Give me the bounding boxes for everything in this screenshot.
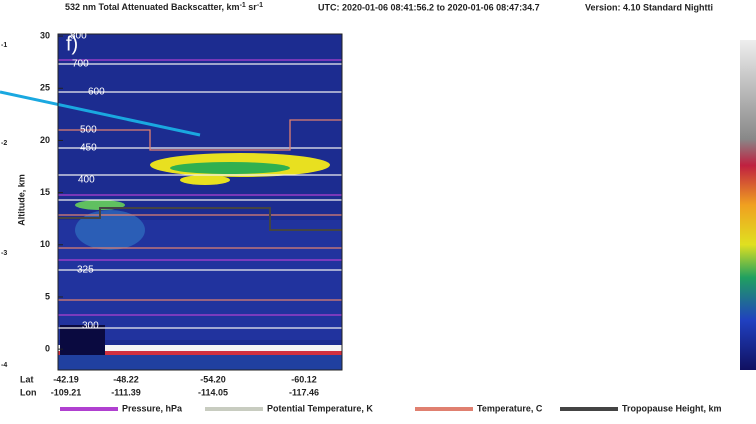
title-part: sr bbox=[246, 2, 258, 12]
utc: UTC: 2020-01-06 08:41:56.2 to 2020-01-06… bbox=[318, 2, 540, 12]
legend-label: Potential Temperature, K bbox=[267, 403, 373, 413]
contour-label: 300 bbox=[82, 321, 99, 332]
y-axis-label: Altitude, km bbox=[16, 174, 26, 226]
contour-label: 700 bbox=[72, 59, 89, 70]
title-part: 532 nm Total Attenuated Backscatter, km bbox=[65, 2, 240, 12]
legend-label: Tropopause Height, km bbox=[622, 403, 722, 413]
contour-label: 600 bbox=[88, 87, 105, 98]
colorbar bbox=[740, 40, 756, 370]
figure: 532 nm Total Attenuated Backscatter, km -… bbox=[0, 0, 756, 419]
x-row-label: Lat bbox=[20, 374, 34, 384]
left-fragment: -4 bbox=[1, 362, 7, 369]
contour-label: 325 bbox=[77, 265, 94, 276]
title: 532 nm Total Attenuated Backscatter, km -… bbox=[65, 2, 263, 13]
lon-label: -109.21 bbox=[51, 387, 82, 397]
legend-label: Temperature, C bbox=[477, 403, 543, 413]
left-fragment: -3 bbox=[1, 250, 7, 257]
lon-label: -117.46 bbox=[289, 387, 319, 397]
lat-label: -54.20 bbox=[200, 374, 226, 384]
title-sup: -1 bbox=[257, 2, 263, 9]
y-tick-label: 5 bbox=[45, 291, 50, 301]
lon-label: -111.39 bbox=[111, 387, 141, 397]
contour-label: 450 bbox=[80, 143, 97, 154]
y-tick-label: 15 bbox=[40, 187, 50, 197]
x-row-label: Lon bbox=[20, 387, 37, 397]
plot-image bbox=[58, 34, 342, 370]
y-tick-label: 0 bbox=[45, 344, 50, 354]
left-fragment: -2 bbox=[1, 140, 7, 147]
y-tick-label: 30 bbox=[40, 30, 50, 40]
y-tick-label: 20 bbox=[40, 135, 50, 145]
contour-label: 800 bbox=[70, 31, 87, 42]
lon-label: -114.05 bbox=[198, 387, 228, 397]
contour-label: 500 bbox=[80, 125, 97, 136]
contour-label: 400 bbox=[78, 175, 95, 186]
y-tick-label: 25 bbox=[40, 83, 50, 93]
lat-label: -42.19 bbox=[53, 374, 79, 384]
y-tick-label: 10 bbox=[40, 239, 50, 249]
left-fragment: -1 bbox=[1, 42, 7, 49]
lat-label: -60.12 bbox=[291, 374, 317, 384]
lat-label: -48.22 bbox=[113, 374, 139, 384]
legend-label: Pressure, hPa bbox=[122, 403, 183, 413]
version: Version: 4.10 Standard Nightti bbox=[585, 2, 713, 12]
